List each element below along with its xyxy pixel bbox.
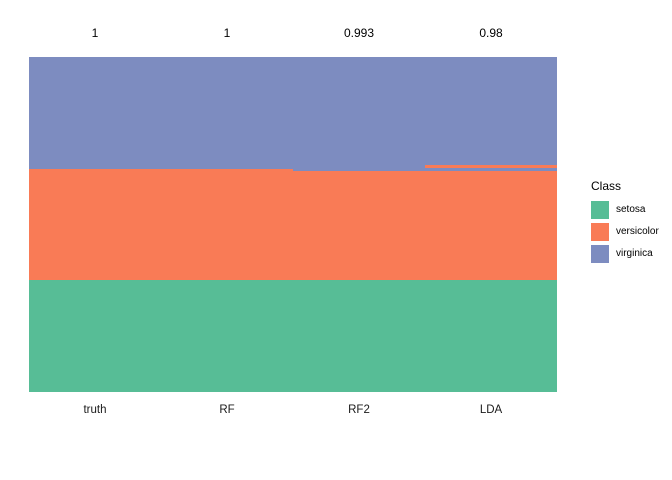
segment-versicolor	[293, 170, 425, 281]
x-label-truth: truth	[83, 404, 107, 416]
legend-label-virginica: virginica	[616, 248, 653, 259]
legend-item-setosa: setosa	[591, 201, 659, 219]
accuracy-label-truth: 1	[91, 26, 99, 40]
segment-setosa	[29, 280, 161, 392]
accuracy-label-rf2: 0.993	[343, 26, 375, 40]
legend-label-versicolor: versicolor	[616, 226, 659, 237]
legend: Class setosa versicolor virginica	[591, 179, 659, 267]
segment-virginica	[425, 167, 557, 171]
legend-item-virginica: virginica	[591, 245, 659, 263]
versicolor-swatch	[591, 223, 609, 241]
accuracy-labels-row: 1 1 0.993 0.98	[29, 26, 557, 40]
legend-item-versicolor: versicolor	[591, 223, 659, 241]
segment-versicolor	[29, 168, 161, 281]
column-truth	[29, 57, 161, 392]
plot-area	[29, 57, 557, 392]
x-label-lda: LDA	[479, 404, 503, 416]
accuracy-label-rf: 1	[223, 26, 231, 40]
segment-virginica	[425, 57, 557, 166]
x-axis-labels-row: truth RF RF2 LDA	[29, 403, 557, 417]
legend-title: Class	[591, 179, 622, 193]
segment-setosa	[425, 280, 557, 392]
column-LDA	[425, 57, 557, 392]
x-label-rf2: RF2	[348, 404, 370, 416]
legend-label-setosa: setosa	[616, 204, 646, 215]
x-label-rf: RF	[219, 404, 235, 416]
column-RF2	[293, 57, 425, 392]
segment-setosa	[161, 280, 293, 392]
segment-virginica	[161, 57, 293, 169]
segment-versicolor	[425, 165, 557, 168]
virginica-swatch	[591, 245, 609, 263]
segment-virginica	[293, 57, 425, 171]
column-RF	[161, 57, 293, 392]
accuracy-label-lda: 0.98	[479, 26, 503, 40]
segment-virginica	[29, 57, 161, 169]
segment-versicolor	[425, 170, 557, 281]
segment-setosa	[293, 280, 425, 392]
setosa-swatch	[591, 201, 609, 219]
segment-versicolor	[161, 168, 293, 281]
